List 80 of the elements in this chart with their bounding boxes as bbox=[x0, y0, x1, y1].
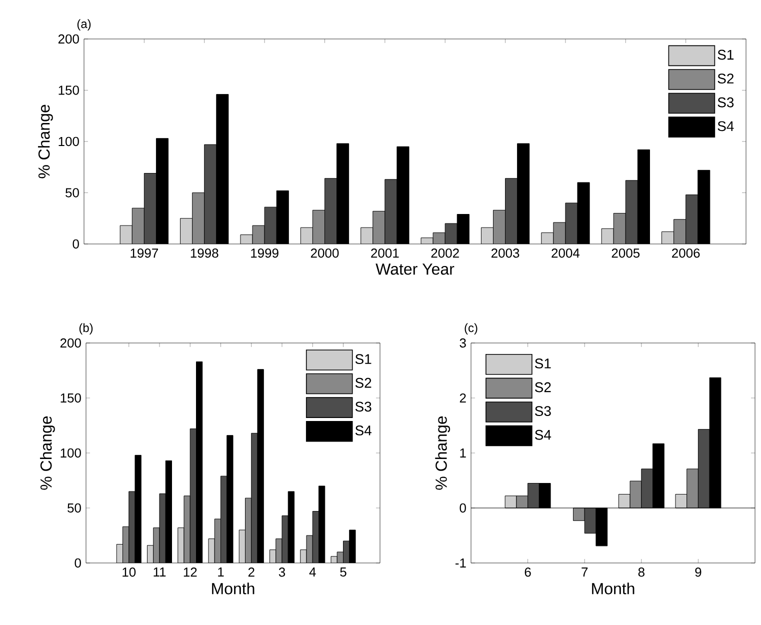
legend-label: S3 bbox=[718, 97, 734, 108]
y-tick-label: 100 bbox=[60, 448, 81, 458]
y-tick-label: 2 bbox=[460, 393, 466, 403]
x-tick-label: 2004 bbox=[552, 248, 580, 258]
bar bbox=[493, 210, 506, 244]
bar bbox=[360, 227, 374, 244]
chart-title: (a) bbox=[77, 19, 91, 30]
legend-label: S2 bbox=[718, 74, 734, 84]
x-tick-label: 8 bbox=[638, 568, 644, 577]
bar bbox=[180, 218, 193, 244]
y-tick-label: 200 bbox=[60, 338, 81, 348]
y-tick-label: 200 bbox=[58, 34, 79, 44]
bar bbox=[120, 225, 132, 244]
y-tick-label: 100 bbox=[58, 136, 79, 146]
y-tick-label: 0 bbox=[72, 239, 79, 249]
bar bbox=[613, 212, 626, 244]
bar bbox=[686, 194, 698, 244]
y-tick-label: 1 bbox=[460, 448, 466, 458]
y-tick-label: 0 bbox=[460, 503, 466, 513]
bar bbox=[264, 206, 277, 244]
bar bbox=[444, 223, 458, 244]
chart-title: (c) bbox=[464, 323, 478, 334]
legend-label: S2 bbox=[355, 378, 372, 388]
x-tick-label: 2001 bbox=[371, 248, 399, 258]
legend-label: S4 bbox=[534, 430, 552, 440]
x-tick-label: 1997 bbox=[130, 248, 158, 258]
x-tick-label: 2005 bbox=[612, 248, 640, 258]
x-axis-title: Water Year bbox=[376, 264, 454, 275]
y-tick-label: 150 bbox=[60, 393, 81, 403]
y-tick-label: -1 bbox=[455, 558, 466, 568]
chart-title: (b) bbox=[79, 323, 93, 334]
x-tick-label: 9 bbox=[695, 568, 702, 577]
x-tick-label: 2002 bbox=[431, 248, 459, 258]
legend-label: S2 bbox=[534, 382, 551, 392]
x-tick-label: 2 bbox=[248, 568, 254, 577]
x-tick-label: 1999 bbox=[251, 248, 278, 258]
bar bbox=[601, 228, 614, 244]
bar bbox=[144, 173, 156, 244]
x-tick-label: 2000 bbox=[310, 248, 339, 258]
x-axis-title: Month bbox=[212, 582, 254, 594]
x-tick-label: 10 bbox=[122, 568, 136, 577]
bar bbox=[132, 208, 144, 244]
bar bbox=[481, 228, 494, 244]
x-tick-label: 7 bbox=[582, 568, 588, 576]
legend-label: S4 bbox=[355, 426, 372, 436]
legend-label: S1 bbox=[355, 354, 372, 364]
bar bbox=[204, 144, 217, 244]
x-tick-label: 1 bbox=[218, 568, 224, 576]
bar bbox=[625, 180, 638, 244]
y-tick-label: 3 bbox=[460, 338, 466, 348]
x-tick-label: 3 bbox=[278, 568, 286, 577]
y-tick-label: 50 bbox=[68, 503, 81, 513]
bar bbox=[300, 227, 313, 244]
bar bbox=[674, 219, 686, 244]
x-tick-label: 2006 bbox=[672, 248, 700, 258]
x-tick-label: 11 bbox=[154, 568, 166, 576]
y-axis-title: % Change bbox=[435, 416, 450, 490]
x-tick-label: 2003 bbox=[491, 248, 520, 258]
legend-label: S3 bbox=[534, 406, 551, 416]
bar bbox=[372, 210, 386, 244]
bar bbox=[192, 192, 205, 244]
y-tick-label: 50 bbox=[66, 188, 79, 198]
x-tick-label: 12 bbox=[184, 568, 197, 577]
x-tick-label: 6 bbox=[524, 568, 531, 577]
x-tick-label: 1998 bbox=[190, 248, 218, 258]
y-tick-label: 0 bbox=[74, 558, 81, 568]
x-tick-label: 5 bbox=[340, 568, 346, 577]
legend-label: S4 bbox=[718, 121, 734, 132]
y-tick-label: 150 bbox=[58, 86, 79, 95]
y-axis-title: % Change bbox=[38, 104, 53, 178]
bar bbox=[312, 210, 325, 244]
legend-label: S1 bbox=[718, 50, 734, 60]
bar bbox=[505, 178, 518, 244]
x-tick-label: 4 bbox=[309, 568, 316, 576]
legend-label: S3 bbox=[355, 402, 372, 412]
bar bbox=[324, 178, 338, 244]
legend-label: S1 bbox=[534, 358, 551, 368]
y-axis-title: % Change bbox=[40, 416, 55, 490]
bar bbox=[384, 179, 398, 244]
x-axis-title: Month bbox=[592, 582, 634, 594]
